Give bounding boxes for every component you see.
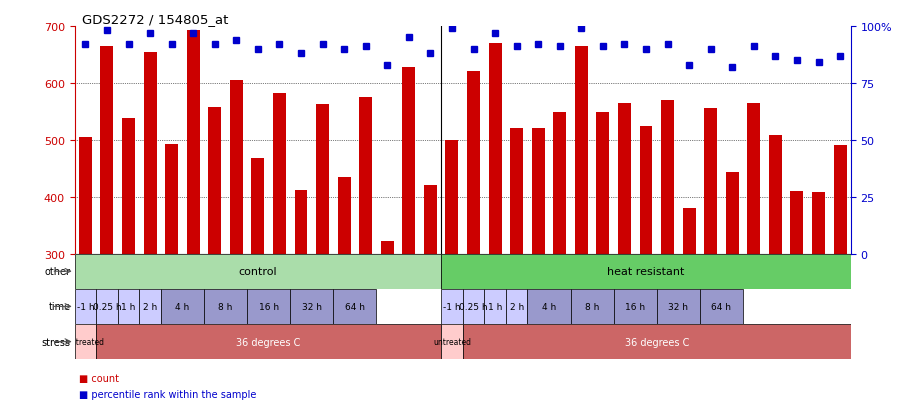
Bar (441, 254, 851, 289)
Bar (75, 254, 441, 289)
Bar (75, 289, 96, 324)
Bar (726, 173, 739, 254)
Bar (144, 52, 157, 254)
Bar (657, 289, 700, 324)
Bar (462, 289, 484, 324)
Text: 8 h: 8 h (585, 302, 600, 311)
Bar (295, 190, 308, 254)
Text: control: control (238, 266, 278, 277)
Bar (359, 98, 372, 254)
Text: 36 degrees C: 36 degrees C (624, 337, 689, 347)
Bar (640, 126, 652, 254)
Bar (682, 209, 695, 254)
Bar (704, 109, 717, 254)
Bar (441, 289, 462, 324)
Text: untreated: untreated (433, 337, 471, 346)
Bar (273, 94, 286, 254)
Bar (575, 47, 588, 254)
Text: ■ percentile rank within the sample: ■ percentile rank within the sample (79, 389, 257, 399)
Bar (484, 289, 506, 324)
Bar (613, 289, 657, 324)
Text: 4 h: 4 h (176, 302, 189, 311)
Text: stress: stress (42, 337, 71, 347)
Bar (834, 146, 846, 254)
Text: -1 h: -1 h (443, 302, 460, 311)
Bar (316, 105, 329, 254)
Bar (769, 136, 782, 254)
Bar (338, 177, 350, 254)
Bar (333, 289, 377, 324)
Bar (75, 324, 96, 359)
Text: untreated: untreated (66, 337, 105, 346)
Bar (166, 145, 178, 254)
Bar (161, 289, 204, 324)
Bar (251, 159, 265, 254)
Bar (661, 101, 674, 254)
Bar (96, 289, 117, 324)
Text: 64 h: 64 h (712, 302, 732, 311)
Bar (506, 289, 528, 324)
Text: other: other (45, 266, 71, 277)
Bar (402, 68, 415, 254)
Text: 64 h: 64 h (345, 302, 365, 311)
Text: time: time (48, 301, 71, 312)
Bar (462, 324, 851, 359)
Bar (424, 185, 437, 254)
Text: ■ count: ■ count (79, 373, 119, 383)
Text: GDS2272 / 154805_at: GDS2272 / 154805_at (83, 13, 228, 26)
Bar (618, 104, 631, 254)
Bar (700, 289, 743, 324)
Bar (204, 289, 248, 324)
Bar (812, 192, 825, 254)
Bar (467, 72, 480, 254)
Text: 2 h: 2 h (510, 302, 524, 311)
Text: 0.25 h: 0.25 h (460, 302, 488, 311)
Bar (380, 242, 394, 254)
Bar (511, 129, 523, 254)
Text: 16 h: 16 h (625, 302, 645, 311)
Text: 8 h: 8 h (218, 302, 233, 311)
Bar (441, 324, 462, 359)
Bar (290, 289, 333, 324)
Text: heat resistant: heat resistant (607, 266, 684, 277)
Bar (96, 324, 441, 359)
Bar (122, 119, 135, 254)
Bar (571, 289, 613, 324)
Text: 32 h: 32 h (668, 302, 688, 311)
Text: 1 h: 1 h (121, 302, 136, 311)
Text: 16 h: 16 h (258, 302, 278, 311)
Bar (100, 47, 114, 254)
Bar (187, 31, 199, 254)
Bar (596, 113, 610, 254)
Text: 1 h: 1 h (488, 302, 502, 311)
Bar (553, 113, 566, 254)
Bar (230, 81, 243, 254)
Text: 4 h: 4 h (541, 302, 556, 311)
Text: -1 h: -1 h (76, 302, 95, 311)
Text: 0.25 h: 0.25 h (93, 302, 121, 311)
Text: 32 h: 32 h (302, 302, 322, 311)
Bar (791, 192, 804, 254)
Bar (248, 289, 290, 324)
Bar (531, 129, 545, 254)
Bar (446, 140, 459, 254)
Bar (747, 104, 760, 254)
Bar (117, 289, 139, 324)
Text: 2 h: 2 h (143, 302, 157, 311)
Bar (208, 108, 221, 254)
Bar (489, 44, 501, 254)
Bar (528, 289, 571, 324)
Bar (79, 138, 92, 254)
Bar (139, 289, 161, 324)
Text: 36 degrees C: 36 degrees C (237, 337, 301, 347)
